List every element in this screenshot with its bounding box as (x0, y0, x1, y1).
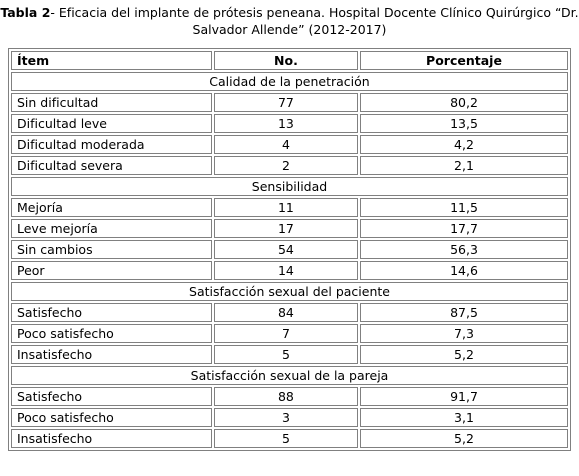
cell: Poco satisfecho (11, 324, 212, 343)
cell: 88 (213, 387, 358, 406)
section-row: Calidad de la penetración (11, 72, 568, 91)
cell: 80,2 (359, 93, 568, 112)
cell: 14 (213, 261, 358, 280)
cell: 54 (213, 240, 358, 259)
cell: 5 (213, 345, 358, 364)
data-row: Mejoría 11 11,5 (11, 198, 568, 217)
cell: 17,7 (359, 219, 568, 238)
cell: 7,3 (359, 324, 568, 343)
data-row: Dificultad moderada 4 4,2 (11, 135, 568, 154)
section-row: Sensibilidad (11, 177, 568, 196)
header-cell: No. (213, 51, 358, 70)
data-row: Poco satisfecho 3 3,1 (11, 408, 568, 427)
cell: 3 (213, 408, 358, 427)
cell: 3,1 (359, 408, 568, 427)
header-cell: Ítem (11, 51, 212, 70)
cell: 77 (213, 93, 358, 112)
data-row: Leve mejoría 17 17,7 (11, 219, 568, 238)
data-row: Sin dificultad 77 80,2 (11, 93, 568, 112)
cell: 5,2 (359, 429, 568, 448)
cell: Dificultad moderada (11, 135, 212, 154)
section-title: Sensibilidad (11, 177, 568, 196)
data-row: Poco satisfecho 7 7,3 (11, 324, 568, 343)
section-title: Satisfacción sexual del paciente (11, 282, 568, 301)
cell: 2,1 (359, 156, 568, 175)
cell: Sin cambios (11, 240, 212, 259)
table-caption: Tabla 2- Eficacia del implante de prótes… (0, 0, 579, 40)
section-title: Satisfacción sexual de la pareja (11, 366, 568, 385)
cell: Leve mejoría (11, 219, 212, 238)
caption-text: - Eficacia del implante de prótesis pene… (50, 5, 579, 37)
data-table: Ítem No. Porcentaje Calidad de la penetrac… (8, 48, 571, 451)
data-row: Insatisfecho 5 5,2 (11, 345, 568, 364)
cell: 91,7 (359, 387, 568, 406)
cell: Insatisfecho (11, 429, 212, 448)
header-cell: Porcentaje (359, 51, 568, 70)
data-row: Satisfecho 84 87,5 (11, 303, 568, 322)
section-row: Satisfacción sexual del paciente (11, 282, 568, 301)
cell: 4 (213, 135, 358, 154)
cell: Dificultad severa (11, 156, 212, 175)
caption-label: Tabla 2 (0, 5, 51, 20)
cell: 5 (213, 429, 358, 448)
cell: Poco satisfecho (11, 408, 212, 427)
cell: Dificultad leve (11, 114, 212, 133)
cell: Sin dificultad (11, 93, 212, 112)
data-row: Dificultad leve 13 13,5 (11, 114, 568, 133)
header-row: Ítem No. Porcentaje (11, 51, 568, 70)
cell: 87,5 (359, 303, 568, 322)
cell: Insatisfecho (11, 345, 212, 364)
cell: 13,5 (359, 114, 568, 133)
data-row: Sin cambios 54 56,3 (11, 240, 568, 259)
data-row: Peor 14 14,6 (11, 261, 568, 280)
data-row: Satisfecho 88 91,7 (11, 387, 568, 406)
data-row: Dificultad severa 2 2,1 (11, 156, 568, 175)
cell: 2 (213, 156, 358, 175)
cell: 11 (213, 198, 358, 217)
cell: 5,2 (359, 345, 568, 364)
cell: 84 (213, 303, 358, 322)
cell: Mejoría (11, 198, 212, 217)
cell: Peor (11, 261, 212, 280)
cell: 13 (213, 114, 358, 133)
section-title: Calidad de la penetración (11, 72, 568, 91)
cell: 11,5 (359, 198, 568, 217)
data-row: Insatisfecho 5 5,2 (11, 429, 568, 448)
cell: 4,2 (359, 135, 568, 154)
cell: Satisfecho (11, 303, 212, 322)
cell: Satisfecho (11, 387, 212, 406)
cell: 7 (213, 324, 358, 343)
cell: 17 (213, 219, 358, 238)
section-row: Satisfacción sexual de la pareja (11, 366, 568, 385)
cell: 14,6 (359, 261, 568, 280)
cell: 56,3 (359, 240, 568, 259)
